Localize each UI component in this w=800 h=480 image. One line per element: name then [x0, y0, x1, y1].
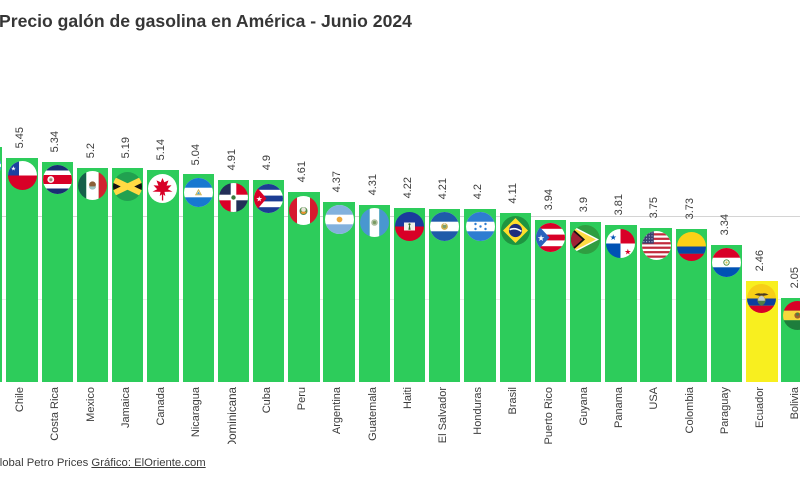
svg-text:★: ★ — [537, 233, 545, 243]
svg-text:★: ★ — [10, 165, 15, 172]
svg-text:★: ★ — [625, 247, 632, 256]
svg-text:★: ★ — [256, 194, 263, 203]
svg-text:★: ★ — [610, 233, 617, 242]
